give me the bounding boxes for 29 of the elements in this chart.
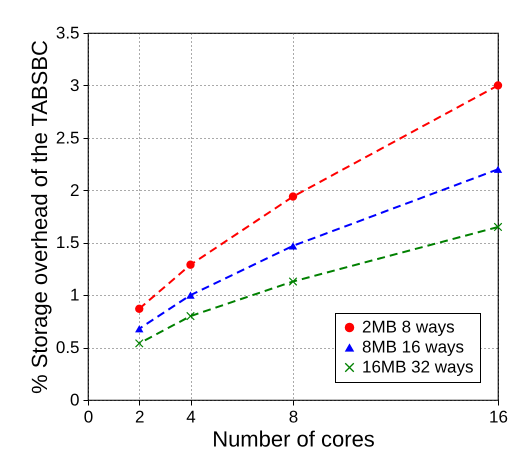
x-tick-label: 8 xyxy=(288,408,298,426)
point xyxy=(135,304,144,313)
legend-label: 8MB 16 ways xyxy=(362,338,464,356)
x-tick-label: 0 xyxy=(84,408,94,426)
x-axis-title: Number of cores xyxy=(212,426,375,452)
point xyxy=(186,292,195,299)
y-tick-label: 2 xyxy=(70,180,80,200)
legend-label: 2MB 8 ways xyxy=(362,318,455,336)
x-tick-label: 2 xyxy=(135,408,144,426)
point xyxy=(288,277,298,286)
point xyxy=(186,312,195,320)
x-tick-label: 16 xyxy=(489,408,508,426)
point xyxy=(288,242,298,250)
point xyxy=(494,222,502,232)
y-tick-label: 0 xyxy=(70,390,80,410)
y-tick-label: 1 xyxy=(70,286,80,305)
y-tick-label: 3 xyxy=(70,76,80,95)
y-tick-label: 1.5 xyxy=(56,233,80,252)
point xyxy=(494,81,502,90)
point xyxy=(494,166,502,173)
y-tick-label: 3.5 xyxy=(56,24,80,42)
x-tick-label: 4 xyxy=(186,408,196,426)
point xyxy=(288,192,298,201)
y-axis-title: % Storage overhead of the TABSBC xyxy=(26,40,52,394)
y-tick-label: 0.5 xyxy=(56,338,80,358)
point xyxy=(135,325,144,332)
y-tick-label: 2.5 xyxy=(56,128,80,148)
point xyxy=(186,260,195,269)
legend-label: 16MB 32 ways xyxy=(362,358,474,376)
